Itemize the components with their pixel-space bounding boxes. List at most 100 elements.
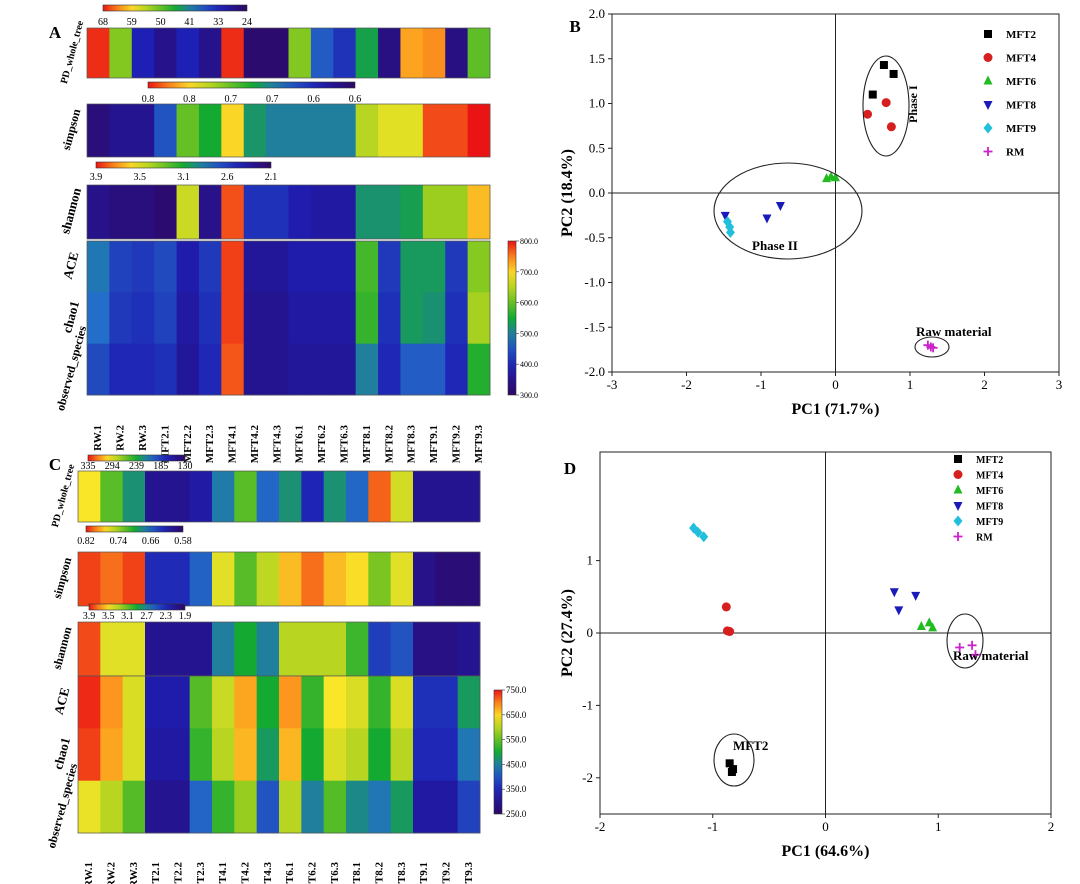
column-label: MFT9.1 — [428, 425, 440, 463]
heat-cell — [378, 292, 401, 345]
heat-cell — [413, 471, 436, 522]
heat-cell — [221, 28, 245, 78]
point-rm — [928, 343, 938, 353]
heat-cell — [198, 292, 222, 345]
heat-cell — [145, 728, 168, 782]
legend-label: MFT9 — [976, 517, 1003, 528]
heat-cell — [234, 552, 258, 606]
heat-cell — [323, 728, 347, 782]
column-label: MFT9.2 — [441, 862, 453, 884]
point-mft6 — [924, 617, 934, 627]
x-tick-label: -1 — [756, 377, 767, 392]
heat-cell — [167, 622, 191, 676]
column-label: MFT2.2 — [173, 862, 185, 884]
heat-cell — [435, 552, 459, 606]
heat-cell — [467, 28, 491, 78]
column-label: MFT2.1 — [159, 425, 171, 463]
point-mft6 — [831, 172, 840, 182]
y-axis-label: PC2 (18.4%) — [559, 149, 576, 237]
heat-cell — [243, 104, 267, 157]
y-tick-label: -1.5 — [584, 319, 605, 334]
heat-cell — [234, 676, 258, 729]
point-mft8 — [894, 606, 904, 616]
scale-tick-label: 2.3 — [160, 611, 173, 622]
heat-cell — [457, 728, 481, 782]
panel-a-heatmap: A 68 59 50 41 33 24 PD_whole_tree 0.8 0.8 0.7 0.7 0.… — [49, 4, 538, 463]
legend-label: MFT2 — [1006, 29, 1036, 41]
heat-cell — [390, 780, 414, 834]
heat-cell — [221, 292, 245, 345]
heat-cell — [154, 343, 177, 396]
heat-cell — [212, 471, 235, 522]
colorbar-tick-label: 400.0 — [520, 360, 538, 369]
legend-label: RM — [976, 533, 993, 544]
heat-cell — [413, 676, 436, 729]
colorbar — [493, 689, 503, 815]
colorbar — [507, 240, 517, 396]
scale-tick-label: 2.1 — [265, 172, 278, 183]
point-mft6 — [916, 620, 926, 630]
heat-cell — [87, 292, 110, 345]
heat-cell — [87, 241, 110, 293]
heat-cell — [122, 622, 146, 676]
x-axis-label: PC1 (71.7%) — [792, 401, 880, 418]
heat-cell — [355, 241, 379, 293]
scale-tick-label: 335 — [81, 461, 96, 472]
point-mft8 — [889, 588, 899, 598]
heat-cell — [457, 676, 481, 729]
y-tick-label: -1.0 — [584, 275, 605, 290]
heat-cell — [279, 728, 302, 782]
heat-cell — [413, 780, 436, 834]
column-label: MFT2.3 — [195, 862, 207, 884]
heat-cell — [435, 728, 459, 782]
heat-cell — [445, 241, 469, 293]
scale-tick-label: 0.82 — [77, 536, 95, 547]
heat-cell — [310, 343, 334, 396]
heat-cell — [266, 185, 289, 239]
heat-cell — [288, 292, 312, 345]
legend-label: MFT8 — [1006, 100, 1036, 112]
heat-cell — [122, 676, 146, 729]
point-mft2 — [725, 759, 734, 768]
heat-cell — [279, 471, 302, 522]
heat-cell — [400, 104, 424, 157]
heat-cell — [266, 28, 289, 78]
heat-cell — [310, 292, 334, 345]
heat-cell — [212, 552, 235, 606]
heat-cell — [176, 241, 200, 293]
heat-cell — [154, 104, 177, 157]
point-mft4 — [881, 98, 891, 108]
block-border — [77, 551, 481, 607]
column-label: MFT2.1 — [150, 862, 162, 884]
point-mft6 — [983, 75, 993, 85]
heat-cell — [279, 676, 302, 729]
heat-cell — [368, 676, 392, 729]
heat-cell — [310, 104, 334, 157]
heat-cell — [221, 241, 245, 293]
heat-cell — [212, 728, 235, 782]
heat-cell — [189, 622, 213, 676]
heat-cell — [368, 471, 392, 522]
heat-cell — [87, 28, 110, 78]
heat-cell — [445, 28, 469, 78]
heat-cell — [323, 552, 347, 606]
heat-cell — [256, 676, 280, 729]
heat-cell — [467, 292, 491, 345]
legend-label: MFT9 — [1006, 123, 1036, 135]
heat-cell — [256, 780, 280, 834]
heat-cell — [234, 622, 258, 676]
heat-cell — [323, 471, 347, 522]
column-label: MFT6.1 — [284, 862, 296, 884]
colorbar-tick-label: 650.0 — [506, 710, 527, 720]
heat-cell — [390, 471, 414, 522]
heat-cell — [78, 471, 101, 522]
column-label: MFT6.1 — [294, 425, 306, 463]
heat-cell — [288, 343, 312, 396]
heat-cell — [234, 780, 258, 834]
heat-cell — [189, 471, 213, 522]
x-tick-label: 1 — [935, 819, 942, 834]
point-mft2 — [954, 455, 962, 463]
legend-label: MFT6 — [976, 486, 1003, 497]
heat-cell — [368, 728, 392, 782]
y-tick-label: -1 — [582, 697, 593, 712]
